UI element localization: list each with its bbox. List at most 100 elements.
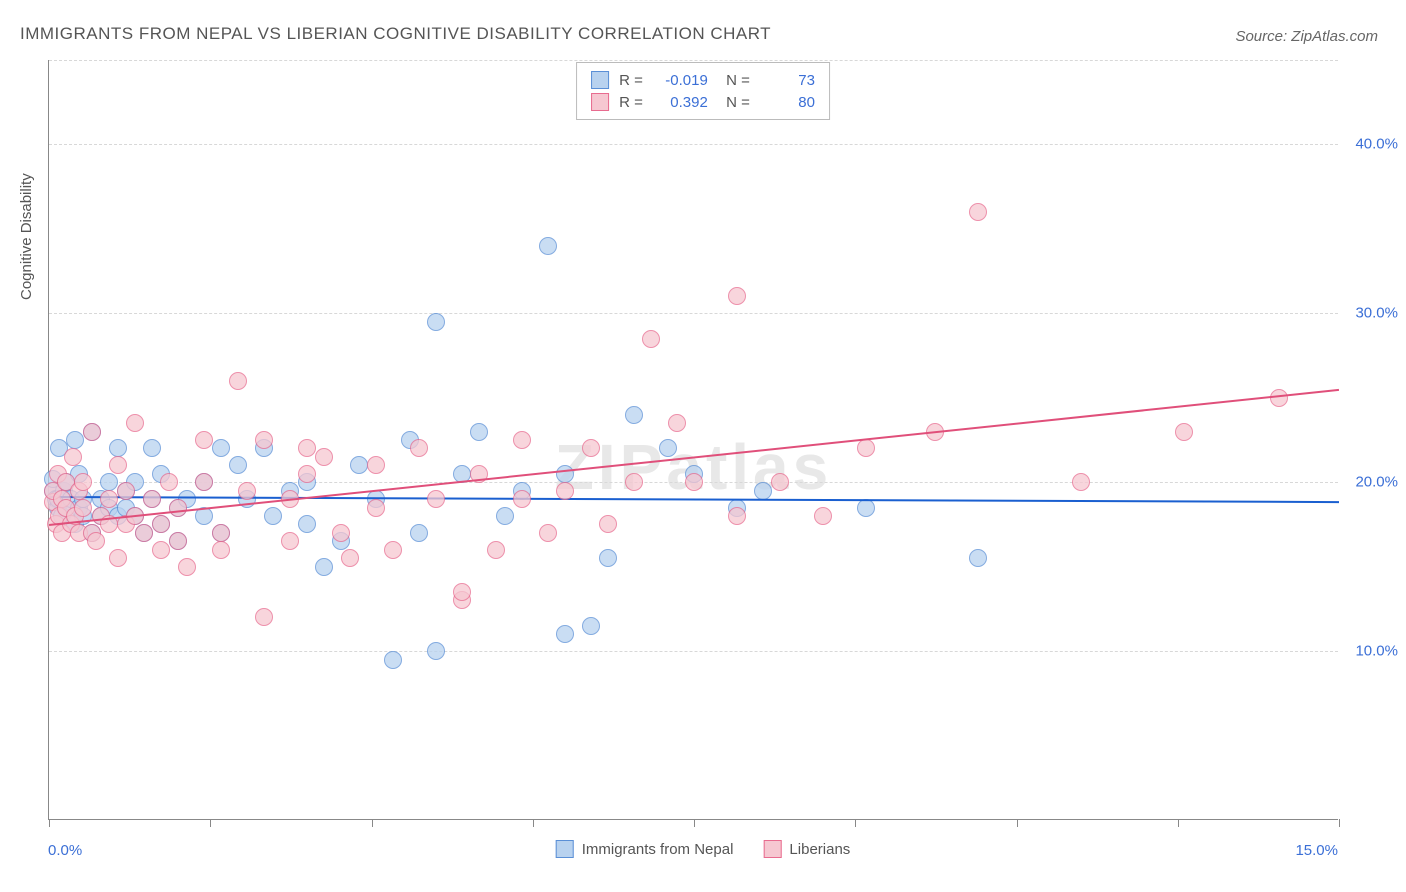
scatter-point bbox=[599, 549, 617, 567]
n-label: N = bbox=[718, 94, 750, 111]
scatter-point bbox=[264, 507, 282, 525]
scatter-point bbox=[298, 465, 316, 483]
plot-area: ZIPatlas 10.0%20.0%30.0%40.0% bbox=[48, 60, 1338, 820]
gridline-h bbox=[49, 651, 1338, 652]
scatter-point bbox=[453, 583, 471, 601]
r-label: R = bbox=[619, 72, 643, 89]
scatter-point bbox=[160, 473, 178, 491]
scatter-point bbox=[332, 524, 350, 542]
scatter-point bbox=[100, 473, 118, 491]
scatter-point bbox=[470, 423, 488, 441]
y-tick-label: 20.0% bbox=[1343, 474, 1398, 491]
scatter-point bbox=[178, 558, 196, 576]
correlation-legend: R = -0.019 N = 73 R = 0.392 N = 80 bbox=[576, 62, 830, 120]
scatter-point bbox=[255, 431, 273, 449]
scatter-point bbox=[74, 473, 92, 491]
scatter-point bbox=[143, 490, 161, 508]
gridline-h bbox=[49, 313, 1338, 314]
scatter-point bbox=[74, 499, 92, 517]
scatter-point bbox=[212, 439, 230, 457]
scatter-point bbox=[668, 414, 686, 432]
scatter-point bbox=[539, 524, 557, 542]
scatter-point bbox=[298, 439, 316, 457]
legend-row-2: R = 0.392 N = 80 bbox=[591, 91, 815, 113]
scatter-point bbox=[117, 482, 135, 500]
scatter-point bbox=[427, 642, 445, 660]
scatter-point bbox=[410, 524, 428, 542]
scatter-point bbox=[367, 456, 385, 474]
x-tick bbox=[1339, 819, 1340, 827]
n-value-1: 73 bbox=[760, 72, 815, 89]
x-tick bbox=[210, 819, 211, 827]
scatter-point bbox=[513, 490, 531, 508]
scatter-point bbox=[582, 617, 600, 635]
y-tick-label: 10.0% bbox=[1343, 643, 1398, 660]
scatter-point bbox=[83, 423, 101, 441]
scatter-point bbox=[66, 431, 84, 449]
y-tick-label: 40.0% bbox=[1343, 136, 1398, 153]
swatch-series-2 bbox=[591, 93, 609, 111]
scatter-point bbox=[238, 482, 256, 500]
scatter-point bbox=[350, 456, 368, 474]
r-value-2: 0.392 bbox=[653, 94, 708, 111]
x-tick bbox=[1178, 819, 1179, 827]
x-tick bbox=[1017, 819, 1018, 827]
scatter-point bbox=[281, 532, 299, 550]
scatter-point bbox=[135, 524, 153, 542]
scatter-point bbox=[195, 473, 213, 491]
source-label: Source: ZipAtlas.com bbox=[1235, 28, 1378, 45]
scatter-point bbox=[109, 439, 127, 457]
scatter-point bbox=[169, 499, 187, 517]
series-1-name: Immigrants from Nepal bbox=[582, 841, 734, 858]
scatter-point bbox=[367, 499, 385, 517]
gridline-h bbox=[49, 60, 1338, 61]
scatter-point bbox=[1072, 473, 1090, 491]
scatter-point bbox=[341, 549, 359, 567]
scatter-point bbox=[556, 482, 574, 500]
y-tick-label: 30.0% bbox=[1343, 305, 1398, 322]
scatter-point bbox=[771, 473, 789, 491]
scatter-point bbox=[298, 515, 316, 533]
x-axis-min-label: 0.0% bbox=[48, 842, 82, 859]
scatter-point bbox=[315, 558, 333, 576]
scatter-point bbox=[255, 608, 273, 626]
scatter-point bbox=[582, 439, 600, 457]
legend-row-1: R = -0.019 N = 73 bbox=[591, 69, 815, 91]
scatter-point bbox=[410, 439, 428, 457]
n-value-2: 80 bbox=[760, 94, 815, 111]
x-tick bbox=[49, 819, 50, 827]
scatter-point bbox=[728, 287, 746, 305]
x-axis-max-label: 15.0% bbox=[1295, 842, 1338, 859]
x-tick bbox=[533, 819, 534, 827]
legend-item-1: Immigrants from Nepal bbox=[556, 840, 734, 858]
scatter-point bbox=[100, 490, 118, 508]
swatch-series-1b bbox=[556, 840, 574, 858]
scatter-point bbox=[814, 507, 832, 525]
scatter-point bbox=[427, 313, 445, 331]
scatter-point bbox=[126, 414, 144, 432]
scatter-point bbox=[229, 456, 247, 474]
scatter-point bbox=[143, 439, 161, 457]
swatch-series-2b bbox=[763, 840, 781, 858]
legend-item-2: Liberians bbox=[763, 840, 850, 858]
scatter-point bbox=[87, 532, 105, 550]
scatter-point bbox=[195, 431, 213, 449]
scatter-point bbox=[152, 515, 170, 533]
scatter-point bbox=[728, 507, 746, 525]
scatter-point bbox=[1175, 423, 1193, 441]
scatter-point bbox=[109, 549, 127, 567]
scatter-point bbox=[857, 439, 875, 457]
scatter-point bbox=[659, 439, 677, 457]
gridline-h bbox=[49, 144, 1338, 145]
scatter-point bbox=[969, 203, 987, 221]
x-tick bbox=[372, 819, 373, 827]
scatter-point bbox=[496, 507, 514, 525]
scatter-point bbox=[229, 372, 247, 390]
scatter-point bbox=[754, 482, 772, 500]
scatter-point bbox=[64, 448, 82, 466]
r-value-1: -0.019 bbox=[653, 72, 708, 89]
x-tick bbox=[694, 819, 695, 827]
y-axis-title: Cognitive Disability bbox=[18, 173, 35, 300]
scatter-point bbox=[539, 237, 557, 255]
scatter-point bbox=[599, 515, 617, 533]
